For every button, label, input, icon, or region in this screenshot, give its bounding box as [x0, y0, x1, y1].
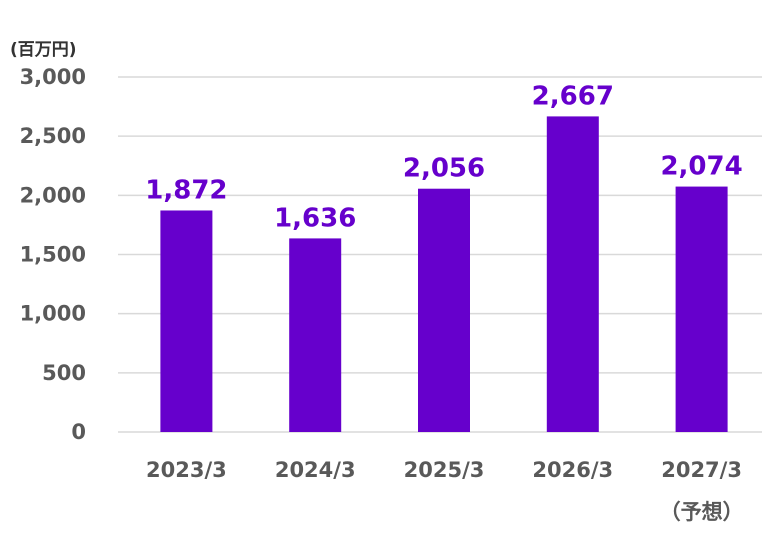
bar [675, 186, 728, 432]
data-label: 2,667 [532, 81, 614, 111]
bar [546, 116, 599, 432]
x-tick-label: 2023/3 [146, 458, 227, 482]
x-tick-label: 2024/3 [275, 458, 356, 482]
bar [418, 188, 470, 432]
y-tick-label: 3,000 [20, 65, 86, 89]
x-tick-label: 2026/3 [532, 458, 613, 482]
y-tick-label: 0 [71, 420, 86, 444]
x-tick-sublabel: （予想） [660, 500, 744, 524]
x-tick-label: 2025/3 [404, 458, 485, 482]
y-tick-label: 2,000 [20, 183, 86, 207]
data-label: 2,056 [403, 154, 485, 184]
x-axis-ticks: 2023/3 2024/3 2025/3 2026/3 2027/3 （予想） [146, 458, 744, 524]
data-label: 1,872 [145, 175, 227, 205]
bar [160, 210, 213, 432]
y-tick-label: 500 [42, 361, 86, 385]
y-axis-ticks: 0 500 1,000 1,500 2,000 2,500 3,000 [20, 65, 86, 444]
data-labels: 1,872 1,636 2,056 2,667 2,074 [145, 81, 742, 233]
data-label: 1,636 [274, 203, 356, 233]
y-tick-label: 2,500 [20, 124, 86, 148]
y-tick-label: 1,500 [20, 243, 86, 267]
y-tick-label: 1,000 [20, 302, 86, 326]
x-tick-label: 2027/3 [661, 458, 742, 482]
bar [289, 238, 342, 432]
unit-label: (百万円) [10, 40, 77, 60]
bars [160, 116, 728, 432]
data-label: 2,074 [660, 152, 742, 182]
